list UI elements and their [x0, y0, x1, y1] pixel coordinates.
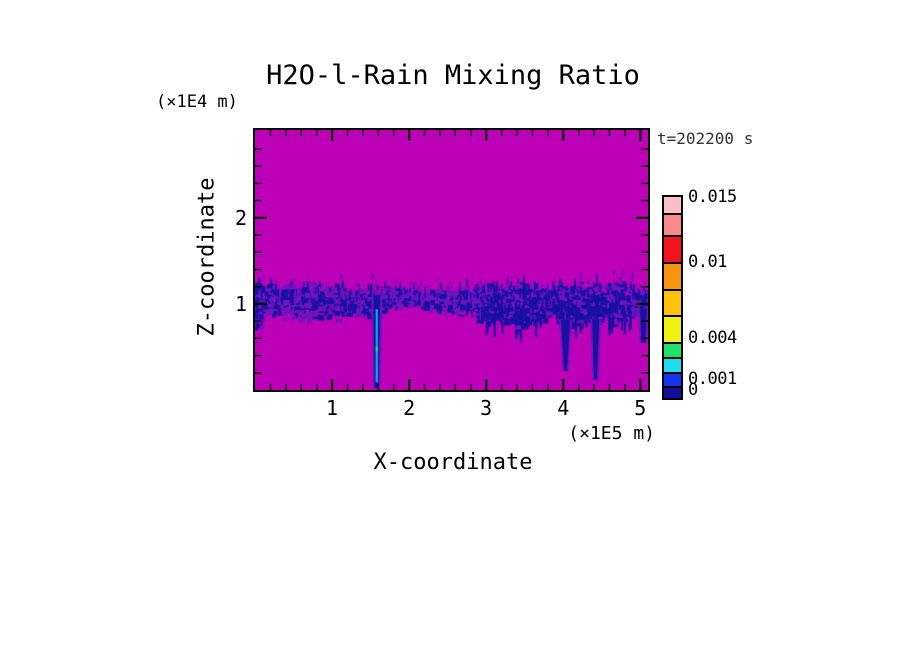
- timestamp-label: t=202200 s: [657, 129, 754, 148]
- colorbar-segment-7: [664, 357, 681, 372]
- x-tick-label-5: 5: [634, 396, 647, 420]
- z-tick-label-1: 1: [234, 291, 247, 316]
- x-tick-label-1: 1: [326, 396, 339, 420]
- colorbar-segment-8: [664, 372, 681, 386]
- x-axis-title: X-coordinate: [373, 450, 533, 475]
- x-tick-label-4: 4: [557, 396, 570, 420]
- colorbar-tick-0.001: 0.001: [688, 369, 737, 389]
- colorbar-segment-3: [664, 262, 681, 289]
- colorbar-segment-0: [664, 197, 681, 213]
- colorbar-segment-6: [664, 342, 681, 357]
- x-tick-label-3: 3: [480, 396, 493, 420]
- z-axis-title: Z-coordinate: [194, 177, 220, 337]
- colorbar-tick-0.015: 0.015: [688, 187, 737, 207]
- x-tick-label-2: 2: [403, 396, 416, 420]
- colorbar-tick-0.004: 0.004: [688, 328, 737, 348]
- x-axis-unit-label: (×1E5 m): [568, 423, 655, 444]
- chart-title: H2O-l-Rain Mixing Ratio: [266, 60, 640, 91]
- heatmap-canvas: [255, 130, 648, 390]
- colorbar: [662, 195, 683, 400]
- colorbar-segment-5: [664, 315, 681, 342]
- colorbar-segment-9: [664, 386, 681, 398]
- plot-area: [253, 128, 650, 392]
- z-tick-label-2: 2: [234, 205, 247, 230]
- colorbar-segment-4: [664, 289, 681, 315]
- z-axis-unit-label: (×1E4 m): [156, 92, 238, 112]
- colorbar-tick-0: 0: [688, 380, 698, 400]
- colorbar-segment-2: [664, 235, 681, 262]
- colorbar-tick-0.01: 0.01: [688, 252, 727, 272]
- colorbar-segment-1: [664, 213, 681, 235]
